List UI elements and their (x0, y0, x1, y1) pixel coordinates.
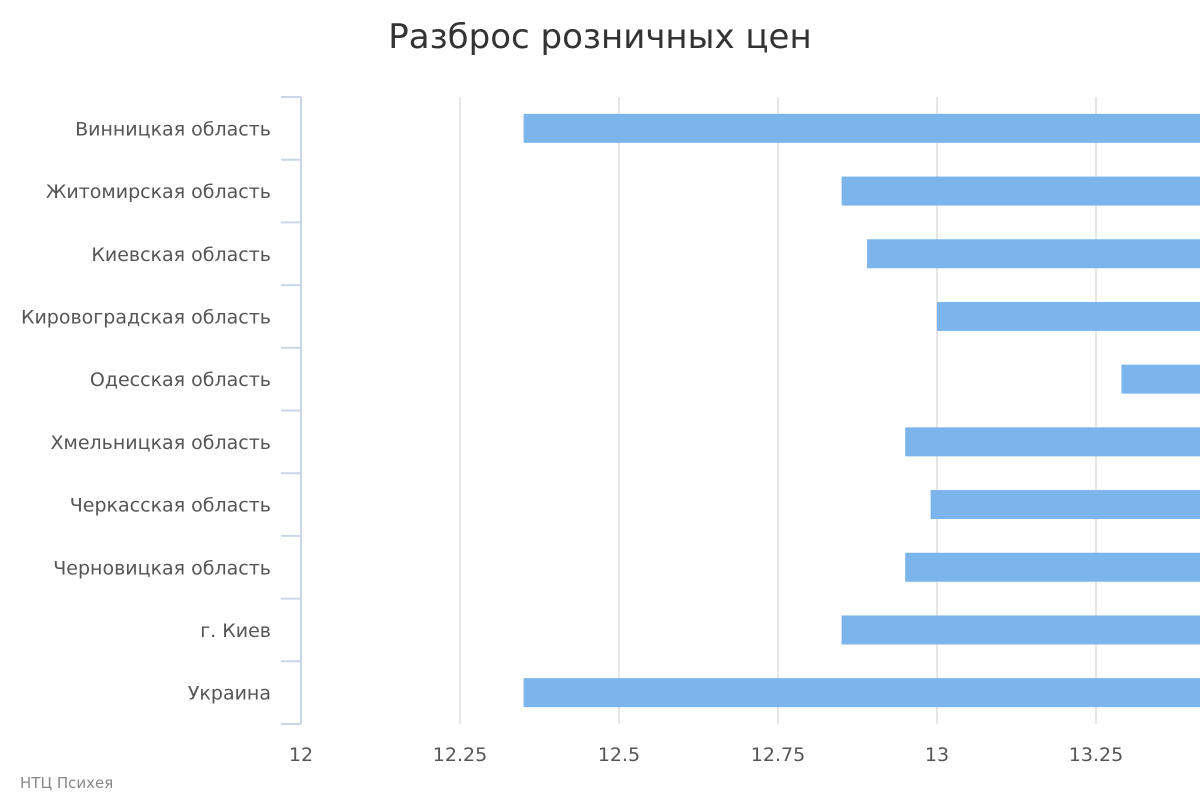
category-label: Хмельницкая область (50, 432, 271, 454)
category-label: Кировоградская область (21, 306, 271, 328)
category-label: г. Киев (200, 620, 271, 642)
category-axis (281, 96, 302, 725)
value-axis-labels: 1212.2512.512.751313.2513.513.751414.251… (289, 744, 1123, 766)
category-label: Черкасская область (70, 495, 271, 517)
bar (523, 678, 1200, 708)
bar (841, 615, 1200, 645)
category-label: Житомирская область (46, 181, 271, 203)
tick-label: 12.25 (433, 744, 487, 766)
bar (905, 427, 1200, 457)
category-label: Киевская область (91, 244, 271, 266)
bar (937, 301, 1200, 331)
bar (867, 239, 1200, 269)
bar (523, 113, 1200, 143)
bars (523, 113, 1200, 708)
tick-label: 12.5 (598, 744, 640, 766)
tick-label: 12.75 (751, 744, 805, 766)
bar (930, 490, 1200, 520)
bar (841, 176, 1200, 206)
category-label: Черновицкая область (53, 557, 271, 579)
chart-credit: НТЦ Психея (20, 774, 114, 792)
bar (1121, 364, 1200, 394)
chart-title: Разброс розничных цен (388, 17, 811, 57)
tick-label: 12 (289, 744, 313, 766)
tick-label: 13.25 (1069, 744, 1123, 766)
category-label: Винницкая область (75, 118, 271, 140)
tick-label: 13 (925, 744, 949, 766)
category-labels: Винницкая область Житомирская область Киев… (21, 118, 271, 704)
category-label: Одесская область (90, 369, 271, 391)
bar (905, 552, 1200, 582)
category-label: Украина (188, 683, 271, 705)
